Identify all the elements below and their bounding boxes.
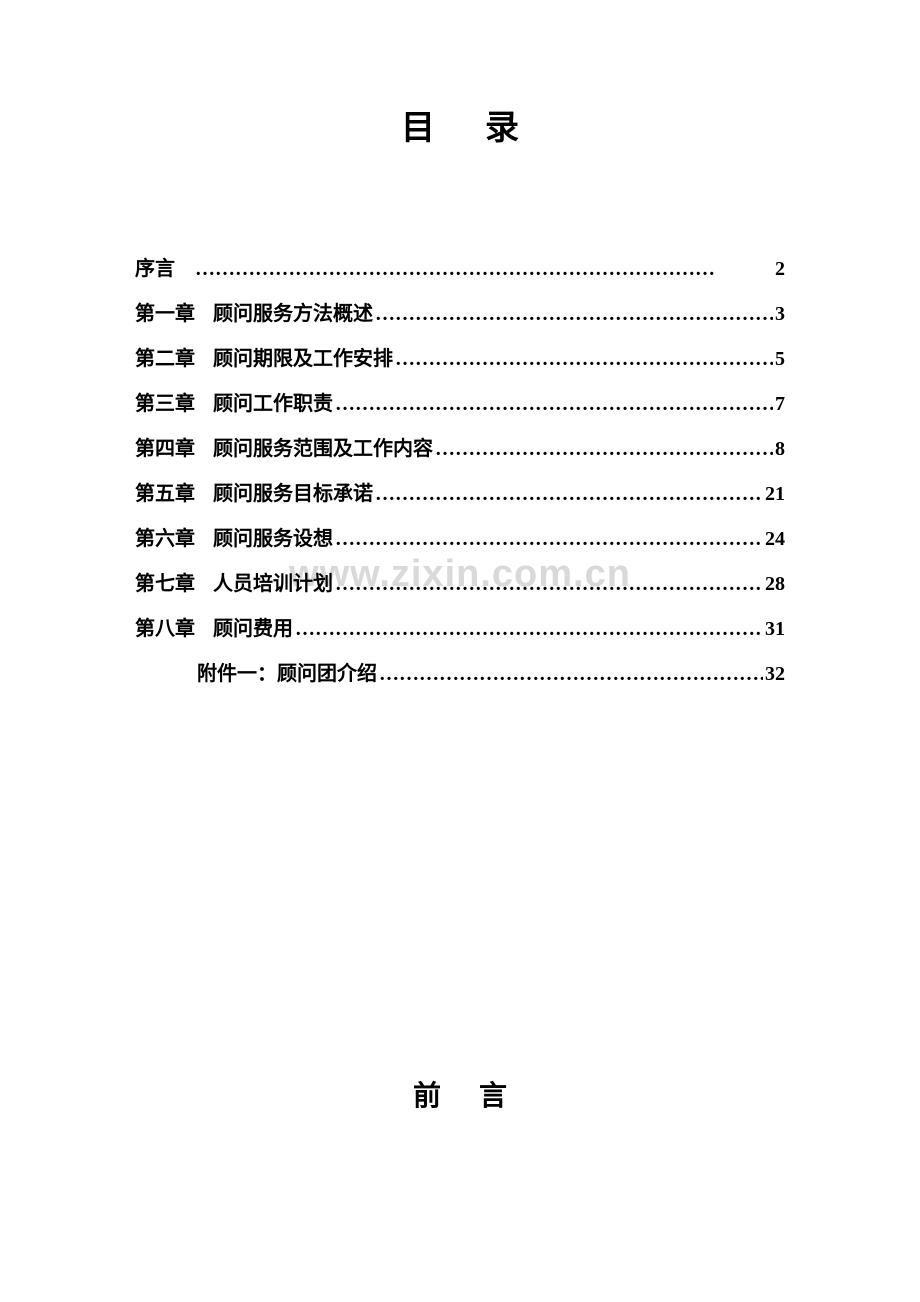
toc-page-number: 31 (765, 619, 785, 639)
toc-page-number: 5 (775, 349, 785, 369)
toc-row: 第三章顾问工作职责……………………………………………………………………7 (135, 394, 785, 414)
toc-chapter-label: 第二章 (135, 349, 195, 369)
toc-row: 第二章顾问期限及工作安排 ……………………………………………………………………5 (135, 349, 785, 369)
toc-chapter-label: 第三章 (135, 394, 195, 414)
toc-page-number: 7 (775, 394, 785, 414)
toc-leader-dots: …………………………………………………………………… (375, 484, 763, 504)
toc-entry-title: 顾问服务范围及工作内容 (213, 439, 433, 459)
document-page: www.zixin.com.cn 目录 序言………………………………………………… (0, 0, 920, 1302)
toc-leader-dots: …………………………………………………………………… (195, 259, 773, 279)
toc-entry-title: 顾问费用 (213, 619, 293, 639)
toc-page-number: 8 (775, 439, 785, 459)
toc-heading: 目录 (135, 100, 785, 149)
toc-chapter-label: 第八章 (135, 619, 195, 639)
toc-entry-title: 顾问工作职责 (213, 394, 333, 414)
toc-entry-title: 顾问期限及工作安排 (213, 349, 393, 369)
toc-chapter-label: 序言 (135, 259, 175, 279)
preface-heading: 前言 (135, 1074, 785, 1114)
toc-page-number: 24 (765, 529, 785, 549)
toc-chapter-label: 第五章 (135, 484, 195, 504)
toc-leader-dots: …………………………………………………………………… (375, 304, 773, 324)
toc-chapter-label: 第六章 (135, 529, 195, 549)
toc-page-number: 2 (775, 259, 785, 279)
toc-chapter-label: 第四章 (135, 439, 195, 459)
toc-leader-dots: …………………………………………………………………… (295, 619, 763, 639)
toc-row: 附件一：顾问团介绍……………………………………………………………………32 (135, 664, 785, 684)
toc-chapter-label: 第七章 (135, 574, 195, 594)
toc-leader-dots: …………………………………………………………………… (379, 664, 763, 684)
toc-entry-title: 附件一：顾问团介绍 (197, 664, 377, 684)
toc-row: 第六章顾问服务设想 ……………………………………………………………………24 (135, 529, 785, 549)
toc-leader-dots: …………………………………………………………………… (335, 529, 763, 549)
toc-entry-title: 顾问服务方法概述 (213, 304, 373, 324)
toc-page-number: 3 (775, 304, 785, 324)
toc-leader-dots: …………………………………………………………………… (335, 394, 773, 414)
toc-leader-dots: …………………………………………………………………… (395, 349, 773, 369)
toc-row: 第八章顾问费用……………………………………………………………………31 (135, 619, 785, 639)
toc-page-number: 28 (765, 574, 785, 594)
toc-row: 第四章顾问服务范围及工作内容……………………………………………………………………… (135, 439, 785, 459)
toc-leader-dots: …………………………………………………………………… (435, 439, 773, 459)
toc-entry-title: 顾问服务设想 (213, 529, 333, 549)
toc-page-number: 32 (765, 664, 785, 684)
toc-leader-dots: …………………………………………………………………… (335, 574, 763, 594)
toc-entry-title: 顾问服务目标承诺 (213, 484, 373, 504)
table-of-contents: 序言……………………………………………………………………2第一章顾问服务方法概述… (135, 259, 785, 684)
toc-row: 第一章顾问服务方法概述……………………………………………………………………3 (135, 304, 785, 324)
toc-row: 第七章人员培训计划……………………………………………………………………28 (135, 574, 785, 594)
toc-row: 第五章顾问服务目标承诺……………………………………………………………………21 (135, 484, 785, 504)
toc-row: 序言 ……………………………………………………………………2 (135, 259, 785, 279)
toc-entry-title: 人员培训计划 (213, 574, 333, 594)
toc-page-number: 21 (765, 484, 785, 504)
toc-chapter-label: 第一章 (135, 304, 195, 324)
content-layer: 目录 序言……………………………………………………………………2第一章顾问服务方… (135, 100, 785, 1114)
